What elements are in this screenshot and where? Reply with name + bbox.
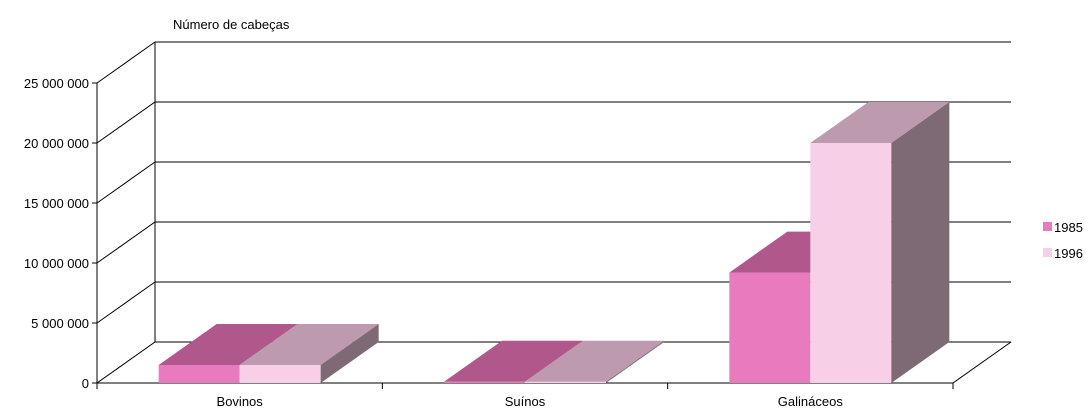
bar	[525, 340, 664, 383]
bar-top	[239, 324, 379, 365]
gridline-side	[96, 341, 156, 384]
legend-label: 1985	[1054, 220, 1083, 235]
bar-front	[158, 365, 240, 383]
gridline-side	[96, 161, 156, 204]
bar-top	[158, 324, 298, 365]
floor-edge	[952, 341, 1012, 384]
bar	[444, 340, 583, 383]
bar-front	[729, 272, 811, 383]
bar-side	[606, 340, 664, 383]
chart-walls	[154, 42, 1012, 384]
bars	[158, 102, 950, 383]
legend-item: 1985	[1043, 220, 1083, 235]
bar-side	[320, 324, 379, 383]
legend: 1985 1996	[1043, 220, 1083, 261]
bar	[239, 324, 379, 383]
y-tick-label: 15 000 000	[24, 196, 89, 211]
x-category-labels: Bovinos Suínos Galináceos	[217, 394, 844, 409]
x-category-label: Suínos	[505, 394, 546, 409]
legend-swatch	[1043, 248, 1052, 257]
bar-front	[810, 143, 892, 383]
y-tick-label: 0	[82, 376, 89, 391]
gridline-side	[96, 281, 156, 324]
x-category-label: Bovinos	[217, 394, 264, 409]
y-tick-label: 5 000 000	[31, 316, 89, 331]
y-tick-label: 25 000 000	[24, 76, 89, 91]
bar-top	[525, 340, 664, 382]
gridline-side	[96, 41, 156, 84]
bar	[810, 102, 950, 383]
legend-item: 1996	[1043, 246, 1083, 261]
bar-front	[239, 365, 321, 383]
legend-swatch	[1043, 222, 1052, 231]
y-tick-label: 10 000 000	[24, 256, 89, 271]
bar-top	[444, 340, 583, 382]
gridline-side	[96, 101, 156, 144]
x-category-label: Galináceos	[778, 394, 844, 409]
legend-label: 1996	[1054, 246, 1083, 261]
y-tick-label: 20 000 000	[24, 136, 89, 151]
gridline-side	[96, 221, 156, 264]
bar-top	[810, 102, 950, 143]
bar-side	[891, 102, 950, 383]
bar	[158, 324, 298, 383]
y-axis-label: Número de cabeças	[173, 17, 290, 32]
bar-front	[525, 381, 606, 383]
bar-front	[444, 381, 525, 383]
y-tick-labels: 0 5 000 000 10 000 000 15 000 000 20 000 000…	[24, 76, 89, 391]
